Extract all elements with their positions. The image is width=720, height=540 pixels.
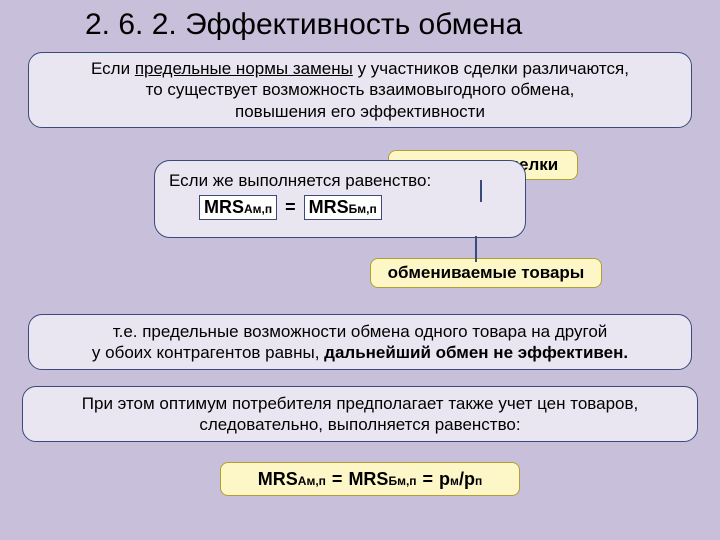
conclusion-text: т.е. предельные возможности обмена одног… [92, 321, 628, 364]
connector-1 [480, 180, 482, 202]
formula-eq: = [285, 197, 296, 218]
f2-a-sub: м,п [306, 474, 325, 488]
optimum-box: При этом оптимум потребителя предполагае… [22, 386, 698, 442]
final-formula-box: MRSАм,п = MRSБм,п = pм/pп [220, 462, 520, 496]
f2-b-sup: Б [388, 474, 397, 488]
formula-term-b: MRSБм,п [304, 195, 382, 220]
term-a-main: MRS [204, 197, 244, 218]
formula-intro: Если же выполняется равенство: [169, 171, 511, 191]
equality-formula-box: Если же выполняется равенство: MRSАм,п =… [154, 160, 526, 238]
term-a-sup: А [244, 202, 253, 216]
term-b-sub: м,п [357, 202, 376, 216]
f2-c-pa: p [439, 469, 450, 490]
term-a-sub: м,п [253, 202, 272, 216]
f2-eq1: = [332, 469, 343, 490]
slide-title: 2. 6. 2. Эффективность обмена [85, 8, 522, 42]
final-formula: MRSАм,п = MRSБм,п = pм/pп [258, 469, 482, 490]
goods-label: обмениваемые товары [370, 258, 602, 288]
intro-box: Если предельные нормы замены у участнико… [28, 52, 692, 128]
f2-term-b: MRSБм,п [348, 469, 416, 490]
conclusion-box: т.е. предельные возможности обмена одног… [28, 314, 692, 370]
slide-root: 2. 6. 2. Эффективность обмена Если преде… [0, 0, 720, 540]
f2-c-suba: м [450, 474, 459, 488]
f2-a-main: MRS [258, 469, 298, 490]
intro-text: Если предельные нормы замены у участнико… [91, 58, 629, 122]
f2-c-subb: п [475, 474, 482, 488]
f2-eq2: = [423, 469, 434, 490]
f2-term-a: MRSАм,п [258, 469, 326, 490]
f2-b-main: MRS [348, 469, 388, 490]
optimum-text: При этом оптимум потребителя предполагае… [82, 393, 638, 436]
connector-2 [475, 236, 477, 262]
formula-term-a: MRSАм,п [199, 195, 277, 220]
f2-term-c: pм/pп [439, 469, 482, 490]
f2-c-pb: p [464, 469, 475, 490]
goods-label-text: обмениваемые товары [388, 263, 585, 283]
term-b-sup: Б [349, 202, 358, 216]
f2-a-sup: А [298, 474, 307, 488]
f2-b-sub: м,п [397, 474, 416, 488]
formula-equation: MRSАм,п = MRSБм,п [169, 195, 511, 220]
term-b-main: MRS [309, 197, 349, 218]
